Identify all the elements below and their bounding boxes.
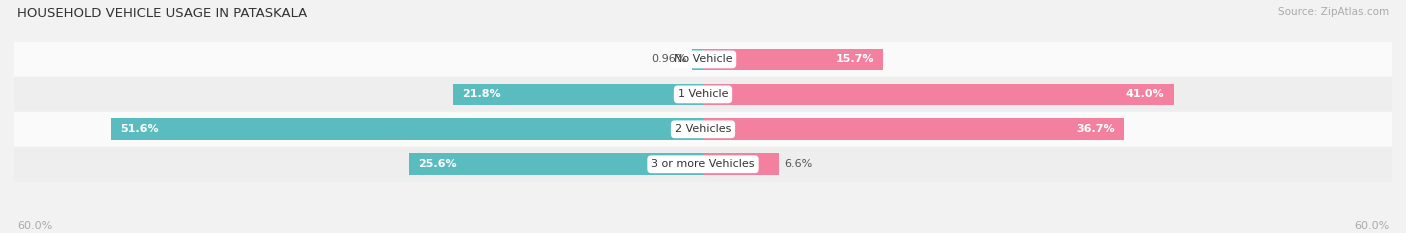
Text: 15.7%: 15.7% (835, 55, 875, 64)
Text: 0.96%: 0.96% (651, 55, 686, 64)
Text: No Vehicle: No Vehicle (673, 55, 733, 64)
Bar (14, 112, 1392, 147)
Bar (703, 84, 1174, 105)
Text: 51.6%: 51.6% (120, 124, 159, 134)
Text: 3 or more Vehicles: 3 or more Vehicles (651, 159, 755, 169)
Bar (409, 154, 703, 175)
Bar (14, 147, 1392, 182)
Text: 6.6%: 6.6% (785, 159, 813, 169)
Bar (14, 77, 1392, 112)
Bar (453, 84, 703, 105)
Text: 2 Vehicles: 2 Vehicles (675, 124, 731, 134)
Text: 21.8%: 21.8% (461, 89, 501, 99)
Text: 60.0%: 60.0% (1354, 221, 1389, 231)
Bar (703, 154, 779, 175)
Text: HOUSEHOLD VEHICLE USAGE IN PATASKALA: HOUSEHOLD VEHICLE USAGE IN PATASKALA (17, 7, 307, 20)
Bar (703, 49, 883, 70)
Text: 25.6%: 25.6% (418, 159, 457, 169)
Text: 36.7%: 36.7% (1077, 124, 1115, 134)
Bar (111, 118, 703, 140)
Bar (14, 42, 1392, 77)
Text: 60.0%: 60.0% (17, 221, 52, 231)
Text: 1 Vehicle: 1 Vehicle (678, 89, 728, 99)
Text: 41.0%: 41.0% (1126, 89, 1164, 99)
Bar (692, 49, 703, 70)
Text: Source: ZipAtlas.com: Source: ZipAtlas.com (1278, 7, 1389, 17)
Bar (703, 118, 1125, 140)
